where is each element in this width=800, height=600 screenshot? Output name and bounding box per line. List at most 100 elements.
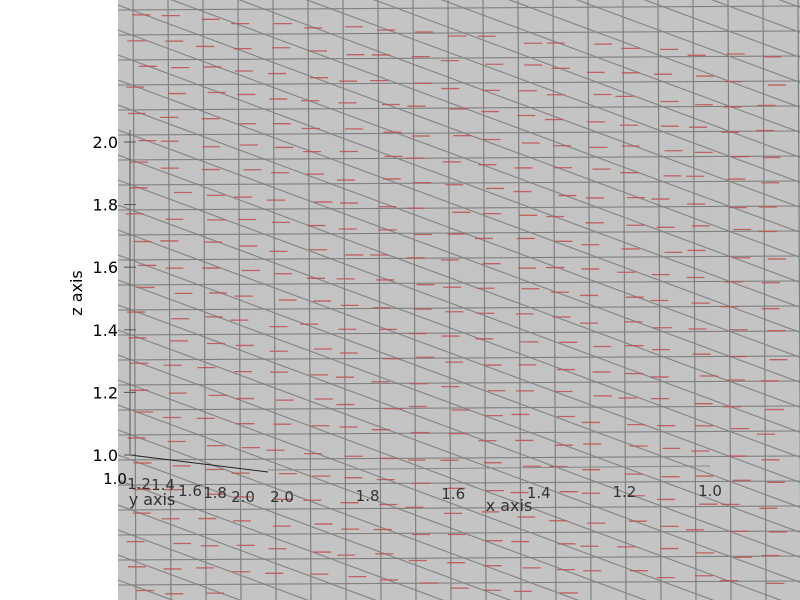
mesh-line: [117, 354, 782, 600]
mesh-line: [117, 204, 800, 458]
mesh-line: [117, 179, 800, 433]
mesh-line: [117, 404, 647, 600]
mesh-line: [117, 4, 800, 258]
mesh-line: [117, 30, 800, 36]
mesh-line: [117, 454, 512, 600]
mesh-line: [117, 129, 800, 383]
surface-fill: [118, 0, 800, 600]
y-tick-label: 1.0: [103, 470, 127, 488]
mesh-line: [117, 80, 800, 86]
mesh-line: [117, 29, 800, 283]
mesh-line: [117, 530, 800, 536]
axis-lines: [129, 130, 711, 473]
mesh-line: [117, 280, 800, 286]
mesh-line: [117, 429, 580, 600]
mesh-line: [412, 0, 417, 600]
mesh-line: [117, 479, 444, 600]
z-tick-label: 1.0: [93, 446, 118, 465]
z-tick-label: 1.4: [93, 321, 118, 340]
mesh-line: [202, 0, 207, 600]
mesh-line: [508, 0, 800, 108]
x-tick-label: 1.8: [356, 487, 380, 505]
mesh-line: [117, 580, 800, 586]
mesh-line: [117, 229, 800, 483]
x-axis-label: x axis: [486, 496, 533, 515]
mesh-line: [117, 379, 715, 600]
mesh-line: [272, 0, 277, 600]
x-tick-label: 2.0: [270, 488, 294, 506]
z-tick-label: 2.0: [93, 133, 118, 152]
mesh-line: [117, 304, 800, 558]
mesh-line: [117, 105, 800, 111]
mesh-line: [517, 0, 522, 600]
mesh-line: [447, 0, 452, 600]
y-ticks: 1.0 1.2 1.4 1.6 1.8 2.0: [103, 470, 255, 506]
x-tick-label: 1.0: [698, 482, 722, 500]
mesh-line: [117, 254, 800, 508]
mesh-line: [117, 104, 800, 358]
mesh-line: [117, 505, 800, 511]
mesh-line: [117, 329, 800, 583]
mesh-line: [132, 0, 137, 600]
y-tick-label: 1.4: [151, 476, 175, 494]
mesh-line: [117, 55, 800, 61]
x-tick-label: 1.4: [527, 484, 551, 502]
z-tick-label: 1.2: [93, 383, 118, 402]
y-axis-line: [129, 454, 269, 473]
surface-contours: [125, 14, 788, 595]
mesh-line: [117, 205, 800, 211]
mesh-line: [117, 355, 800, 361]
x-tick-label: 1.6: [441, 485, 465, 503]
mesh-line: [170, 0, 800, 233]
mesh-line: [482, 0, 487, 600]
x-tick-label: 1.2: [612, 483, 636, 501]
x-axis-line: [267, 465, 711, 471]
mesh-line: [692, 0, 697, 600]
z-ticks: 1.0 1.2 1.4 1.6 1.8 2.0: [93, 133, 136, 465]
y-tick-label: 1.8: [203, 484, 227, 502]
mesh-line: [117, 330, 800, 336]
mesh-line: [117, 380, 800, 386]
mesh-line: [117, 504, 377, 600]
mesh-line: [117, 455, 800, 461]
mesh-line: [727, 0, 732, 600]
mesh-line: [762, 0, 767, 600]
y-tick-label: 2.0: [231, 488, 255, 506]
surface: [117, 0, 800, 600]
mesh-line: [622, 0, 627, 600]
mesh-line: [440, 0, 800, 133]
mesh-line: [117, 180, 800, 186]
mesh-line: [117, 154, 800, 408]
mesh-line: [373, 0, 800, 158]
mesh-line: [117, 555, 800, 561]
mesh-line: [117, 155, 800, 161]
mesh-line: [117, 405, 800, 411]
mesh-line: [575, 0, 800, 83]
z-tick-label: 1.6: [93, 258, 118, 277]
mesh-line: [117, 529, 309, 600]
x-ticks: 2.0 1.8 1.6 1.4 1.2 1.0: [270, 482, 722, 506]
mesh-line: [552, 0, 557, 600]
mesh-line: [587, 0, 592, 600]
mesh-line: [117, 5, 800, 11]
mesh-line: [117, 79, 800, 333]
mesh-line: [342, 0, 347, 600]
mesh-line: [117, 279, 800, 533]
mesh-line: [117, 255, 800, 261]
mesh-line: [117, 480, 800, 486]
y-tick-label: 1.2: [127, 475, 151, 493]
mesh-line: [117, 230, 800, 236]
z-axis-label: z axis: [67, 270, 86, 316]
mesh-line: [117, 305, 800, 311]
z-tick-label: 1.8: [93, 196, 118, 215]
mesh-line: [377, 0, 382, 600]
mesh-line: [117, 130, 800, 136]
mesh-line: [117, 54, 800, 308]
y-axis-label: y axis: [129, 490, 176, 509]
mesh-line: [117, 554, 242, 600]
mesh-line: [238, 0, 800, 208]
mesh-line: [643, 0, 800, 58]
y-tick-label: 1.6: [178, 482, 202, 500]
mesh-line: [305, 0, 800, 183]
